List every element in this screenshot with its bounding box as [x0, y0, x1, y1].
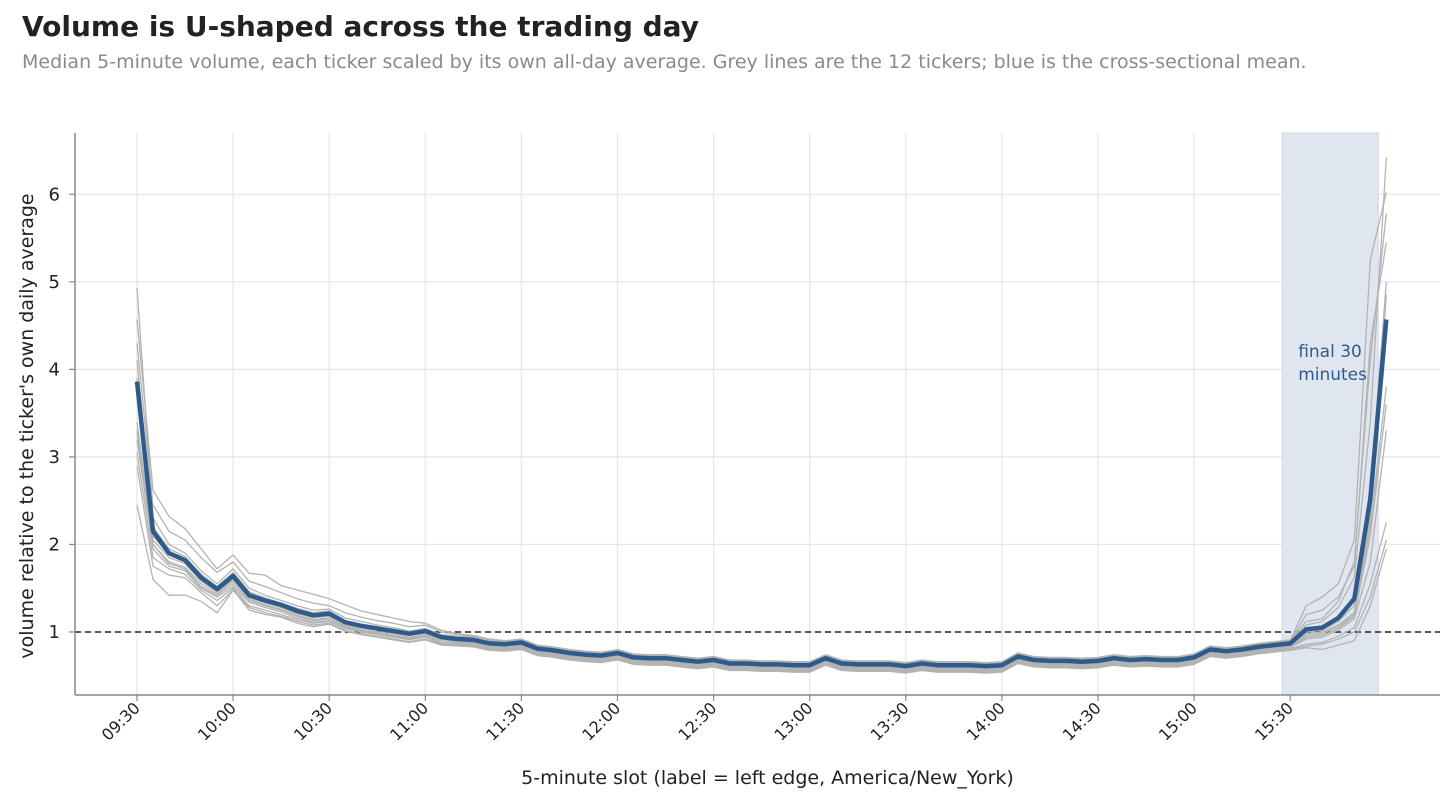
- mean-series-line: [134, 319, 1389, 669]
- ticker-line-11: [136, 465, 1387, 673]
- x-tick-label: 15:30: [1251, 698, 1297, 744]
- ticker-line-9: [136, 430, 1387, 672]
- x-tick-label: 13:30: [867, 698, 913, 744]
- ticker-lines: [136, 157, 1387, 674]
- chart-subtitle: Median 5-minute volume, each ticker scal…: [22, 51, 1307, 73]
- y-tick-label: 3: [49, 447, 60, 468]
- y-axis-label: volume relative to the ticker's own dail…: [16, 193, 38, 658]
- x-tick-label: 14:00: [963, 698, 1009, 744]
- annotation-line-1: final 30: [1298, 342, 1362, 362]
- final-30-minutes-highlight: [1281, 132, 1379, 696]
- ticker-line-7: [136, 386, 1387, 670]
- ticker-line-4: [136, 242, 1387, 666]
- annotation-line-2: minutes: [1298, 365, 1367, 385]
- y-tick-label: 4: [49, 359, 60, 380]
- x-axis-label: 5-minute slot (label = left edge, Americ…: [521, 767, 1014, 789]
- axes: [74, 133, 1440, 696]
- ticker-line-12: [136, 504, 1387, 674]
- ticker-line-3: [136, 192, 1387, 665]
- x-tick-label: 12:00: [578, 698, 624, 744]
- y-tick-label: 2: [49, 534, 60, 555]
- ticker-line-2: [136, 213, 1387, 664]
- x-tick-label: 10:30: [290, 698, 336, 744]
- x-tick-label: 13:00: [770, 698, 816, 744]
- x-tick-label: 09:30: [98, 698, 144, 744]
- ticker-line-10: [136, 452, 1387, 673]
- x-tick-label: 11:30: [482, 698, 528, 744]
- grid: [75, 133, 1440, 695]
- y-tick-label: 1: [49, 622, 60, 643]
- y-tick-label: 5: [49, 272, 60, 293]
- y-tick-labels: 1 2 3 4 5 6: [49, 184, 75, 643]
- x-tick-labels: 09:30 10:00 10:30 11:00 11:30 12:00 12:30 13:00…: [98, 695, 1297, 744]
- x-tick-label: 15:00: [1155, 698, 1201, 744]
- chart-title: Volume is U-shaped across the trading da…: [22, 10, 699, 43]
- y-tick-label: 6: [49, 184, 60, 205]
- x-tick-label: 12:30: [674, 698, 720, 744]
- x-tick-label: 11:00: [386, 698, 432, 744]
- x-tick-label: 10:00: [194, 698, 240, 744]
- x-tick-label: 14:30: [1059, 698, 1105, 744]
- ticker-line-1: [136, 157, 1387, 665]
- ticker-line-8: [136, 404, 1387, 671]
